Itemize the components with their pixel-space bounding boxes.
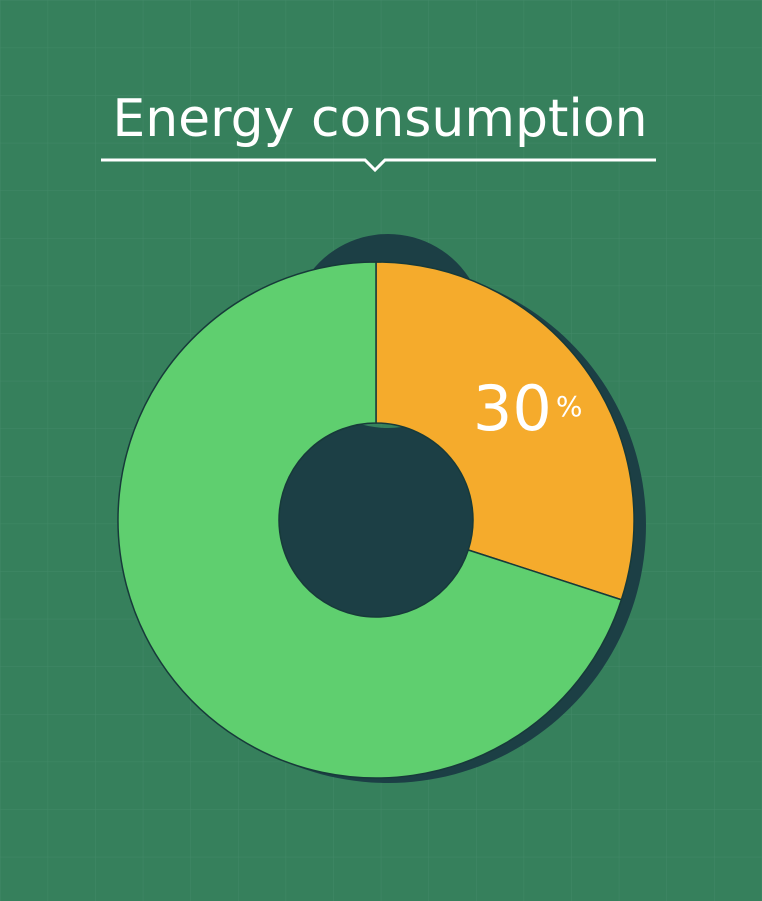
chart-title: Energy consumption [112, 89, 647, 149]
donut-slice [375, 261, 635, 601]
value-label: 30% [473, 372, 583, 445]
donut-slice [117, 261, 623, 779]
title-underline [101, 158, 656, 173]
donut: 30% [117, 234, 646, 784]
